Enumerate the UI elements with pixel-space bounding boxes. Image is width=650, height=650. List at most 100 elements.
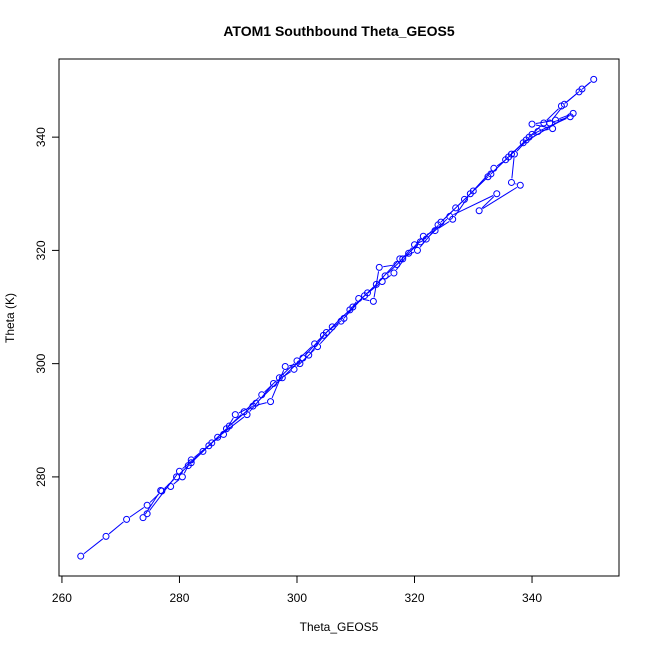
series-segment bbox=[276, 371, 292, 382]
data-point bbox=[243, 411, 251, 419]
data-point bbox=[328, 323, 336, 331]
data-point bbox=[452, 204, 460, 212]
series-segment bbox=[532, 133, 535, 136]
data-point bbox=[281, 362, 289, 370]
y-tick-label: 320 bbox=[34, 240, 48, 260]
data-point bbox=[139, 514, 147, 522]
data-point bbox=[252, 399, 260, 407]
y-tick-label: 300 bbox=[34, 353, 48, 373]
data-point bbox=[549, 125, 557, 133]
data-point bbox=[220, 430, 228, 438]
data-point bbox=[378, 278, 386, 286]
data-point bbox=[275, 374, 283, 382]
x-tick-label: 300 bbox=[287, 591, 307, 605]
data-point bbox=[519, 139, 527, 147]
x-tick-label: 340 bbox=[522, 591, 542, 605]
x-tick-label: 280 bbox=[169, 591, 189, 605]
data-point bbox=[528, 120, 536, 128]
data-point bbox=[349, 303, 357, 311]
series-segment bbox=[511, 158, 515, 179]
series-segment bbox=[454, 196, 469, 217]
data-point bbox=[175, 467, 183, 475]
x-axis-label: Theta_GEOS5 bbox=[300, 620, 379, 634]
data-point bbox=[507, 178, 515, 186]
data-point bbox=[416, 238, 424, 246]
series-segment bbox=[83, 538, 104, 555]
x-tick-label: 260 bbox=[52, 591, 72, 605]
data-point bbox=[460, 195, 468, 203]
chart-title: ATOM1 Southbound Theta_GEOS5 bbox=[223, 23, 454, 39]
series-segment bbox=[383, 264, 394, 268]
series-segment bbox=[373, 271, 380, 298]
series-segment bbox=[179, 465, 189, 475]
data-point bbox=[431, 227, 439, 235]
data-point bbox=[507, 150, 515, 158]
data-point bbox=[77, 552, 85, 560]
data-point bbox=[525, 133, 533, 141]
series-segment bbox=[387, 261, 401, 274]
series-segment bbox=[173, 479, 180, 485]
data-point bbox=[475, 207, 483, 215]
series-segment bbox=[535, 120, 552, 124]
series-segment bbox=[225, 417, 234, 432]
data-point bbox=[314, 343, 322, 351]
series-points bbox=[77, 75, 598, 560]
data-point bbox=[502, 156, 510, 164]
y-tick-label: 340 bbox=[34, 127, 48, 147]
data-point bbox=[123, 515, 131, 523]
data-point bbox=[516, 181, 524, 189]
data-point bbox=[375, 263, 383, 271]
y-axis: 280 300 320 340 bbox=[34, 127, 60, 487]
y-tick-label: 280 bbox=[34, 467, 48, 487]
data-point bbox=[590, 75, 598, 83]
data-point bbox=[372, 280, 380, 288]
x-axis: 260 280 300 320 340 bbox=[52, 575, 542, 605]
series-segment bbox=[453, 195, 494, 216]
series-segment bbox=[108, 521, 124, 535]
series-segment bbox=[144, 493, 159, 515]
data-point bbox=[484, 173, 492, 181]
x-tick-label: 320 bbox=[404, 591, 424, 605]
data-point bbox=[569, 109, 577, 117]
data-point bbox=[405, 249, 413, 257]
series-lines bbox=[83, 81, 592, 555]
data-point bbox=[419, 232, 427, 240]
data-point bbox=[290, 365, 298, 373]
data-point bbox=[466, 190, 474, 198]
data-point bbox=[369, 297, 377, 305]
y-axis-label: Theta (K) bbox=[3, 293, 17, 343]
data-point bbox=[167, 483, 175, 491]
series-segment bbox=[249, 386, 272, 412]
data-point bbox=[493, 190, 501, 198]
data-point bbox=[199, 447, 207, 455]
data-point bbox=[102, 532, 110, 540]
data-point bbox=[269, 379, 277, 387]
data-point bbox=[278, 374, 286, 382]
data-point bbox=[399, 255, 407, 263]
data-point bbox=[490, 164, 498, 172]
series-segment bbox=[289, 363, 297, 367]
data-point bbox=[296, 360, 304, 368]
data-point bbox=[184, 462, 192, 470]
data-point bbox=[267, 398, 275, 406]
series-segment bbox=[367, 283, 380, 294]
data-point bbox=[157, 486, 165, 494]
data-point bbox=[390, 269, 398, 277]
data-point bbox=[337, 317, 345, 325]
series-segment bbox=[584, 81, 591, 87]
data-point bbox=[143, 501, 151, 509]
series-segment bbox=[481, 196, 495, 209]
data-point bbox=[381, 272, 389, 280]
data-point bbox=[231, 411, 239, 419]
data-point bbox=[534, 127, 542, 135]
data-point bbox=[552, 116, 560, 124]
series-segment bbox=[567, 91, 580, 103]
series-segment bbox=[546, 108, 559, 121]
data-point bbox=[299, 354, 307, 362]
data-point bbox=[143, 510, 151, 518]
data-point bbox=[437, 218, 445, 226]
data-point bbox=[225, 422, 233, 430]
data-point bbox=[214, 433, 222, 441]
data-point bbox=[178, 473, 186, 481]
data-point bbox=[187, 456, 195, 464]
